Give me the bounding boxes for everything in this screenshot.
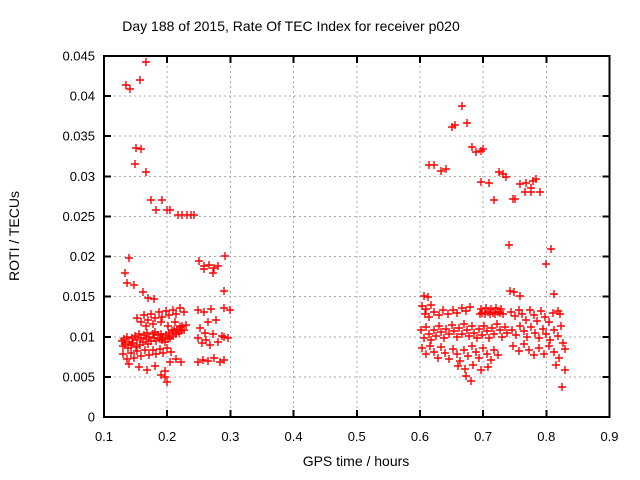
x-tick-label: 0.2 — [158, 429, 176, 444]
y-tick-label: 0.015 — [62, 289, 95, 304]
x-tick-label: 0.5 — [348, 429, 366, 444]
y-tick-label: 0.035 — [62, 129, 95, 144]
y-tick-label: 0 — [88, 410, 95, 425]
x-tick-label: 0.3 — [221, 429, 239, 444]
y-tick-label: 0.025 — [62, 209, 95, 224]
x-tick-label: 0.6 — [411, 429, 429, 444]
y-tick-label: 0.01 — [70, 329, 95, 344]
y-tick-label: 0.005 — [62, 369, 95, 384]
x-axis-label: GPS time / hours — [302, 453, 410, 469]
y-tick-label: 0.045 — [62, 49, 95, 64]
x-tick-label: 0.7 — [474, 429, 492, 444]
x-tick-label: 0.4 — [285, 429, 303, 444]
y-tick-label: 0.02 — [70, 249, 95, 264]
x-tick-label: 0.1 — [95, 429, 113, 444]
y-tick-label: 0.04 — [70, 89, 95, 104]
x-tick-label: 0.9 — [600, 429, 618, 444]
chart-title: Day 188 of 2015, Rate Of TEC Index for r… — [122, 18, 460, 34]
y-tick-label: 0.03 — [70, 169, 95, 184]
scatter-points — [118, 58, 569, 391]
x-tick-label: 0.8 — [537, 429, 555, 444]
